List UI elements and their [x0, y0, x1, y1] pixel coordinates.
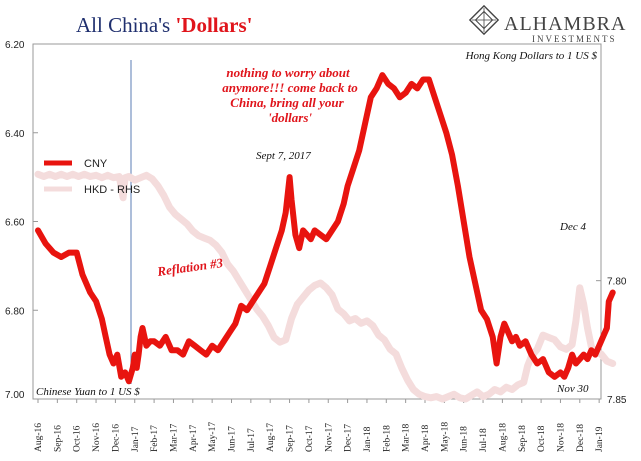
x-tick-label: May-17 — [208, 422, 218, 452]
x-tick-label: Feb-17 — [150, 425, 160, 452]
right-tick-label: 7.80 — [607, 277, 627, 288]
x-tick-label: Apr-18 — [421, 425, 431, 452]
quote-annotation: nothing to worry about anymore!!! come b… — [222, 65, 358, 125]
x-tick-label: Mar-18 — [402, 423, 412, 452]
quote-line-3: China, bring all your — [230, 95, 344, 110]
x-tick-label: Oct-18 — [537, 425, 547, 452]
x-tick-label: May-18 — [440, 422, 450, 452]
x-tick-label: Aug-17 — [266, 423, 276, 452]
x-tick-label: Jun-18 — [460, 426, 470, 452]
rhs-axis-title: Hong Kong Dollars to 1 US $ — [465, 50, 598, 62]
x-tick-label: Nov-17 — [324, 423, 334, 452]
left-tick-label: 7.00 — [5, 390, 25, 401]
legend: CNY HKD - RHS — [44, 158, 140, 196]
x-tick-label: Jul-17 — [247, 428, 257, 452]
lhs-axis-title: Chinese Yuan to 1 US $ — [36, 386, 140, 398]
x-tick-label: Sep-17 — [286, 425, 296, 452]
x-tick-label: Jun-17 — [228, 426, 238, 452]
hkd-series-line — [34, 170, 617, 403]
cny-series-line — [35, 72, 616, 385]
x-tick-label: Oct-16 — [73, 425, 83, 452]
alhambra-logo-icon — [468, 4, 500, 36]
left-axis: 6.20 6.40 6.60 6.80 7.00 — [5, 40, 38, 401]
chart-title-main: All China's — [76, 13, 175, 37]
nov30-annotation: Nov 30 — [556, 383, 589, 395]
quote-line-4: 'dollars' — [268, 110, 312, 125]
chart-title: All China's 'Dollars' — [76, 13, 252, 37]
x-tick-label: Aug-18 — [498, 423, 508, 452]
quote-line-1: nothing to worry about — [226, 65, 350, 80]
left-tick-label: 6.40 — [5, 129, 25, 140]
x-tick-label: Jan-17 — [131, 426, 141, 452]
x-tick-label: Jan-19 — [595, 426, 605, 452]
reflation-annotation: Reflation #3 — [155, 255, 224, 279]
brand-sub: INVESTMENTS — [532, 34, 617, 44]
legend-label-hkd: HKD - RHS — [84, 184, 140, 196]
x-tick-label: Mar-17 — [169, 423, 179, 452]
x-tick-label: Sep-16 — [53, 425, 63, 452]
dec4-annotation: Dec 4 — [559, 221, 586, 233]
left-tick-label: 6.60 — [5, 218, 25, 229]
left-tick-label: 6.20 — [5, 40, 25, 51]
left-tick-label: 6.80 — [5, 306, 25, 317]
x-tick-label: Jul-18 — [479, 428, 489, 452]
x-tick-label: Dec-16 — [111, 424, 121, 452]
x-tick-label: Dec-18 — [576, 424, 586, 452]
right-axis: 7.80 7.85 — [596, 277, 627, 406]
brand-name: ALHAMBRA — [504, 13, 626, 35]
x-axis: Aug-16 Sep-16 Oct-16 Nov-16 Dec-16 Jan-17 Feb-… — [34, 399, 605, 452]
chart-title-accent: 'Dollars' — [175, 13, 252, 37]
sept-annotation: Sept 7, 2017 — [256, 150, 311, 162]
x-tick-label: Oct-17 — [305, 425, 315, 452]
x-tick-label: Apr-17 — [189, 425, 199, 452]
x-tick-label: Jan-18 — [363, 426, 373, 452]
x-tick-label: Nov-18 — [556, 423, 566, 452]
right-tick-label: 7.85 — [607, 395, 627, 406]
x-tick-label: Sep-18 — [518, 425, 528, 452]
legend-label-cny: CNY — [84, 158, 108, 170]
x-tick-label: Nov-16 — [92, 423, 102, 452]
quote-line-2: anymore!!! come back to — [222, 80, 358, 95]
x-tick-label: Aug-16 — [34, 423, 44, 452]
x-tick-label: Dec-17 — [344, 424, 354, 452]
x-tick-label: Feb-18 — [382, 425, 392, 452]
